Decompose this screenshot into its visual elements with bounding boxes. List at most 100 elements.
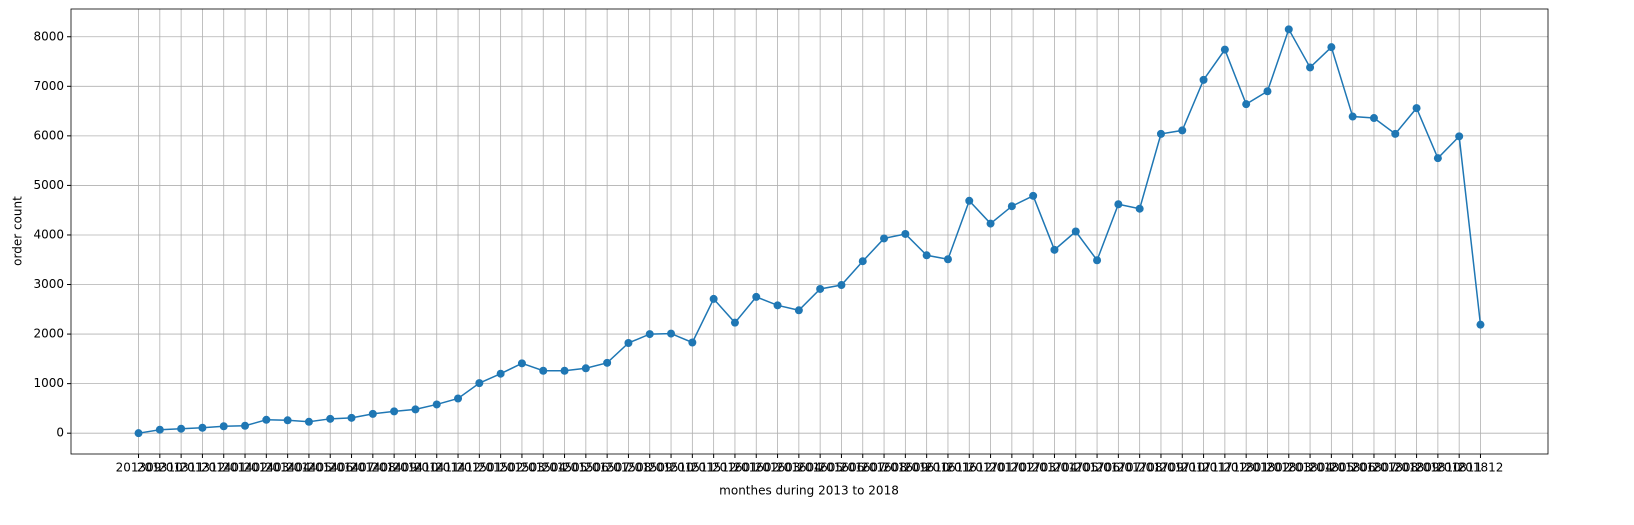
x-tick-label: 201705 [1053,461,1099,475]
x-tick-label: 201312 [180,461,226,475]
x-tick-label: 201610 [904,461,950,475]
x-tick-label: 201809 [1394,461,1440,475]
marker [1178,126,1187,135]
x-tick-label: 201808 [1372,461,1418,475]
x-tick-label: 201806 [1330,461,1376,475]
marker [1220,45,1229,54]
marker [943,255,952,264]
x-tick-label: 201608 [861,461,907,475]
x-tick-label: 201410 [393,461,439,475]
marker [390,407,399,416]
x-tick-label: 201512 [691,461,737,475]
x-tick-label: 201605 [797,461,843,475]
marker [667,329,676,338]
marker [1412,104,1421,113]
marker [1348,112,1357,121]
x-tick-label: 201703 [1010,461,1056,475]
x-tick-label: 201805 [1308,461,1354,475]
marker [1284,25,1293,34]
marker [454,394,463,403]
x-tick-label: 201503 [499,461,545,475]
marker [241,421,250,430]
marker [1114,200,1123,209]
x-tick-label: 201811 [1436,461,1482,475]
x-tick-label: 201401 [201,461,247,475]
marker [283,416,292,425]
x-tick-label: 201612 [946,461,992,475]
y-tick-label: 3000 [33,277,64,291]
marker [1071,227,1080,236]
marker [709,294,718,303]
x-tick-label: 201406 [307,461,353,475]
x-tick-label: 201604 [776,461,822,475]
marker [965,196,974,205]
x-tick-label: 201408 [350,461,396,475]
marker [880,234,889,243]
x-tick-label: 201602 [733,461,779,475]
plot-frame [70,8,1549,455]
y-tick-label: 1000 [33,376,64,390]
marker [496,369,505,378]
marker [1327,43,1336,52]
marker [1029,191,1038,200]
x-tick-label: 201710 [1159,461,1205,475]
marker [794,306,803,315]
marker [688,338,697,347]
x-tick-label: 201509 [627,461,673,475]
marker [1199,75,1208,84]
y-tick-label: 2000 [33,327,64,341]
x-tick-label: 201405 [286,461,332,475]
x-tick-label: 201804 [1287,461,1333,475]
marker [645,330,654,339]
marker [177,424,186,433]
x-tick-label: 201708 [1117,461,1163,475]
x-tick-label: 201411 [414,461,460,475]
x-tick-label: 201507 [584,461,630,475]
marker [1156,129,1165,138]
marker [773,301,782,310]
marker [1306,63,1315,72]
x-tick-label: 201309 [116,461,162,475]
x-tick-label: 201407 [329,461,375,475]
y-tick-label: 5000 [33,178,64,192]
x-tick-label: 201802 [1245,461,1291,475]
x-tick-label: 201402 [222,461,268,475]
x-tick-label: 201711 [1181,461,1227,475]
x-tick-label: 201409 [371,461,417,475]
marker [1242,100,1251,109]
marker [752,292,761,301]
x-tick-label: 201709 [1138,461,1184,475]
x-tick-label: 201412 [435,461,481,475]
x-tick-label: 201801 [1223,461,1269,475]
marker [475,379,484,388]
marker [539,366,548,375]
marker [581,364,590,373]
x-tick-label: 201310 [137,461,183,475]
x-tick-label: 201510 [648,461,694,475]
y-axis-label: order count [11,196,25,266]
marker [858,257,867,266]
marker [922,251,931,260]
marker [730,318,739,327]
marker [326,414,335,423]
marker [1476,320,1485,329]
x-tick-label: 201504 [520,461,566,475]
x-tick-label: 201803 [1266,461,1312,475]
y-tick-label: 6000 [33,128,64,142]
x-tick-label: 201606 [819,461,865,475]
marker [134,429,143,438]
x-tick-label: 201603 [755,461,801,475]
marker [347,413,356,422]
marker [262,415,271,424]
marker [1369,114,1378,123]
marker [1135,204,1144,213]
x-tick-label: 201609 [882,461,928,475]
x-tick-label: 201702 [989,461,1035,475]
marker [901,229,910,238]
marker [368,409,377,418]
x-tick-label: 201704 [1032,461,1078,475]
marker [219,422,228,431]
x-tick-label: 201701 [968,461,1014,475]
x-tick-label: 201403 [243,461,289,475]
marker [432,400,441,409]
